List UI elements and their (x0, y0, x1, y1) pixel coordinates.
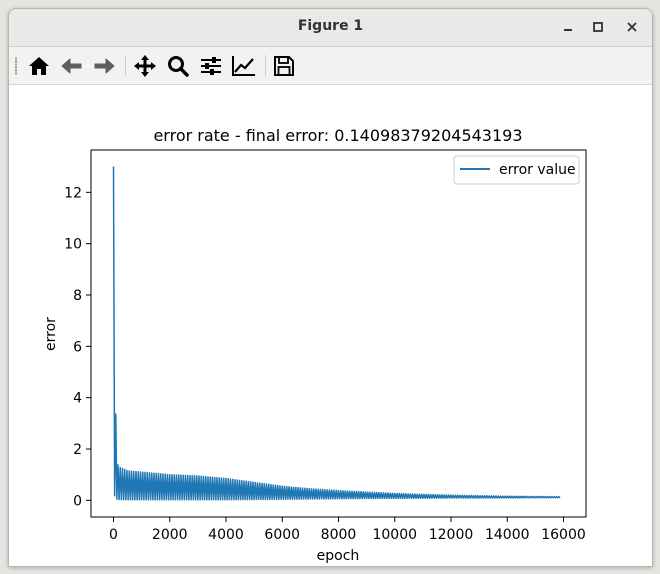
toolbar-separator (125, 55, 126, 76)
legend-box (453, 155, 580, 185)
x-tick-label: 2000 (152, 527, 188, 543)
magnifier-icon (168, 56, 189, 77)
figure-window: Figure 1 (8, 8, 653, 567)
minimize-button[interactable] (558, 17, 578, 37)
title-bar[interactable]: Figure 1 (9, 9, 652, 47)
sliders-icon (201, 57, 221, 75)
x-tick-label: 6000 (264, 527, 300, 543)
forward-button[interactable] (90, 52, 118, 80)
move-icon (134, 55, 156, 77)
edit-axis-button[interactable] (230, 52, 258, 80)
line-chart[interactable]: error rate - final error: 0.140983792045… (9, 85, 652, 566)
home-button[interactable] (25, 52, 53, 80)
x-axis-label: epoch (317, 548, 360, 564)
legend-label: error value (499, 162, 576, 178)
y-tick-label: 8 (73, 288, 82, 304)
y-tick-label: 0 (73, 493, 82, 509)
pan-button[interactable] (131, 52, 159, 80)
x-axis: 0 2000 4000 6000 8000 10000 12000 14000 16000 (109, 517, 586, 543)
window-title: Figure 1 (297, 18, 364, 34)
y-axis-label: error (43, 317, 59, 351)
x-tick-label: 16000 (541, 527, 586, 543)
home-icon (29, 57, 49, 75)
y-tick-label: 12 (64, 185, 82, 201)
x-tick-label: 8000 (321, 527, 357, 543)
y-tick-label: 2 (73, 442, 82, 458)
floppy-icon (274, 56, 294, 76)
back-button[interactable] (58, 52, 86, 80)
y-tick-label: 4 (73, 391, 82, 407)
figure-canvas[interactable]: error rate - final error: 0.140983792045… (9, 85, 652, 566)
save-button[interactable] (270, 52, 298, 80)
x-tick-label: 0 (109, 527, 118, 543)
x-tick-label: 4000 (208, 527, 244, 543)
zoom-button[interactable] (164, 52, 192, 80)
arrow-right-icon (94, 58, 115, 74)
toolbar-grip[interactable] (15, 57, 17, 75)
x-tick-label: 12000 (429, 527, 474, 543)
y-tick-label: 10 (64, 237, 82, 253)
line-chart-icon (232, 56, 255, 76)
x-tick-label: 10000 (372, 527, 417, 543)
minimize-icon (564, 29, 572, 31)
y-axis: 0 2 4 6 8 10 12 (64, 185, 91, 509)
y-tick-label: 6 (73, 339, 82, 355)
navigation-toolbar (9, 47, 652, 85)
configure-subplots-button[interactable] (197, 52, 225, 80)
series-line-error-value (112, 166, 561, 501)
x-tick-label: 14000 (485, 527, 530, 543)
axes-frame (90, 149, 587, 518)
close-button[interactable] (622, 17, 642, 37)
arrow-left-icon (61, 58, 82, 74)
chart-title: error rate - final error: 0.140983792045… (153, 126, 522, 145)
plot-area (112, 166, 561, 501)
close-icon (627, 22, 637, 32)
toolbar-separator (265, 55, 266, 76)
maximize-icon (593, 22, 603, 32)
legend: error value (453, 155, 580, 185)
maximize-button[interactable] (588, 17, 608, 37)
